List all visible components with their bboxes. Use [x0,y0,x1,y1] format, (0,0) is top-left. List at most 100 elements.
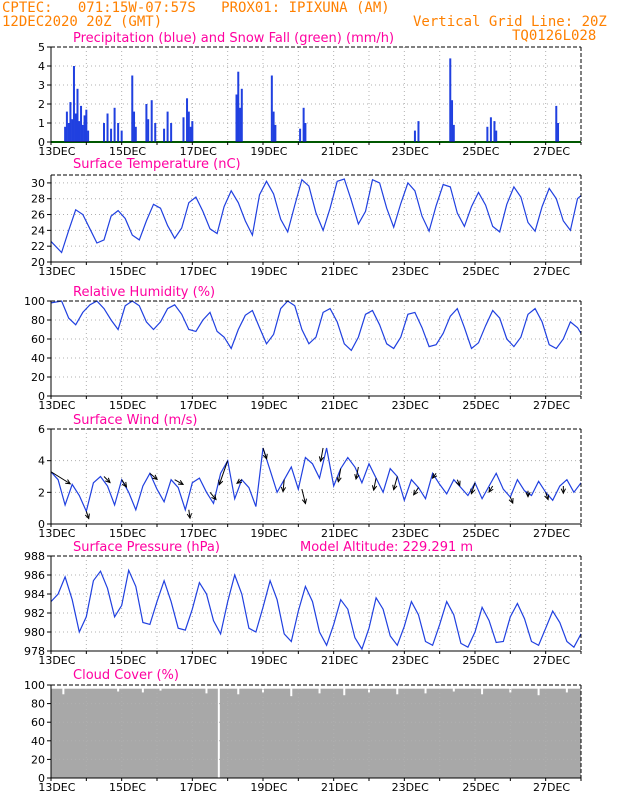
x-date-label: 17DEC [180,527,217,540]
x-date-label: 23DEC [392,265,429,278]
wind-arrow [431,473,438,480]
x-date-label: 19DEC [250,781,287,794]
x-date-label: 27DEC [533,654,570,667]
x-date-label: 13DEC [38,265,75,278]
wind-arrow [488,485,494,493]
x-date-label: 25DEC [462,145,499,158]
wind-arrow [392,476,398,491]
plot-area [51,47,581,142]
panel-pressure: 978 980 982 984 986 988 13DEC 15DEC 17DEC 19DEC 21… [24,540,582,667]
y-tick-label: 988 [24,550,45,563]
wind-arrow [508,496,514,505]
y-tick-label: 60 [31,333,45,346]
cloud-gap [396,685,399,695]
y-tick-label: 2 [38,486,45,499]
x-date-label: 25DEC [462,265,499,278]
precip-bar [555,105,558,142]
x-date-label: 13DEC [38,399,75,412]
x-date-label: 25DEC [462,781,499,794]
x-date-label: 27DEC [533,265,570,278]
panel-cloud: 0 20 40 60 80 100 13DEC 15DEC 17DEC 19DEC 21DEC 23D… [24,668,582,794]
precip-bar [71,119,74,142]
cloud-gap [318,685,321,694]
cloud-gap [424,685,427,694]
y-tick-label: 4 [38,455,45,468]
wind-arrow [455,479,461,487]
wind-arrow [560,486,566,495]
x-date-label: 13DEC [38,145,75,158]
y-tick-label: 20 [31,256,45,269]
pressure-line [50,568,582,651]
wind-arrow [174,479,185,486]
x-date-label: 15DEC [109,265,146,278]
precip-bar [78,121,81,142]
x-date-label: 23DEC [392,145,429,158]
x-date-label: 17DEC [180,265,217,278]
precip-bar [85,109,88,142]
wind-arrow [280,479,287,493]
panel-temperature: 20 22 24 26 28 30 13DEC 15DEC 17DEC 19DEC 21DEC 23D… [31,157,582,278]
precip-bar [69,102,72,142]
x-date-label: 21DEC [321,654,358,667]
x-date-label: 15DEC [109,654,146,667]
precip-bar [182,117,185,142]
x-date-label: 21DEC [321,265,358,278]
header-model-code: TQ0126L028 [512,28,597,44]
x-date-label: 13DEC [38,527,75,540]
plot-area [51,301,581,396]
precip-bar [87,130,90,142]
x-date-label: 19DEC [250,654,287,667]
precip-bar [240,88,243,142]
precip-bar [131,75,134,142]
cloud-gap [368,685,370,693]
precip-bar [417,121,420,142]
y-tick-label: 22 [31,240,45,253]
precip-bar [133,111,136,142]
precip-bar [449,58,452,142]
wind-arrow [262,447,268,460]
cloud-title: Cloud Cover (%) [73,668,179,683]
x-date-label: 21DEC [321,145,358,158]
x-date-label: 21DEC [321,781,358,794]
y-tick-label: 100 [24,295,45,308]
x-date-label: 23DEC [392,399,429,412]
precip-bar [299,128,302,142]
wind-arrow [318,447,325,463]
y-tick-label: 4 [38,60,45,73]
precip-bar [80,105,83,142]
y-tick-label: 978 [24,645,45,658]
y-tick-label: 30 [31,177,45,190]
wind-arrow [84,511,90,520]
x-date-label: 23DEC [392,654,429,667]
plot-area [51,175,581,262]
precip-bar [489,117,492,142]
y-tick-label: 60 [31,716,45,729]
x-date-label: 13DEC [38,781,75,794]
y-tick-label: 40 [31,352,45,365]
panel-wind: 0 2 4 6 13DEC 15DEC 17DEC 19DEC 21DEC 23DEC 25DEC 2… [38,413,582,540]
precip-bar [237,71,240,142]
precip-bar [81,124,84,142]
wind-arrow [186,509,192,520]
wind-line [50,447,582,514]
x-date-label: 17DEC [180,145,217,158]
wind-arrow [218,460,229,486]
precip-bar [557,123,560,142]
x-date-label: 19DEC [250,145,287,158]
y-tick-label: 26 [31,209,45,222]
y-tick-label: 984 [24,588,45,601]
x-date-label: 27DEC [533,781,570,794]
cloud-area [51,688,581,778]
wind-arrow [236,478,243,484]
y-tick-label: 982 [24,607,45,620]
precip-bar [83,115,86,142]
cloud-gap [290,685,293,697]
y-tick-label: 0 [38,518,45,531]
x-date-label: 21DEC [321,527,358,540]
precip-bar [302,107,305,142]
x-date-label: 13DEC [38,654,75,667]
wind-arrow [149,472,159,481]
wind-arrow [544,492,550,501]
cloud-gap [62,685,65,695]
